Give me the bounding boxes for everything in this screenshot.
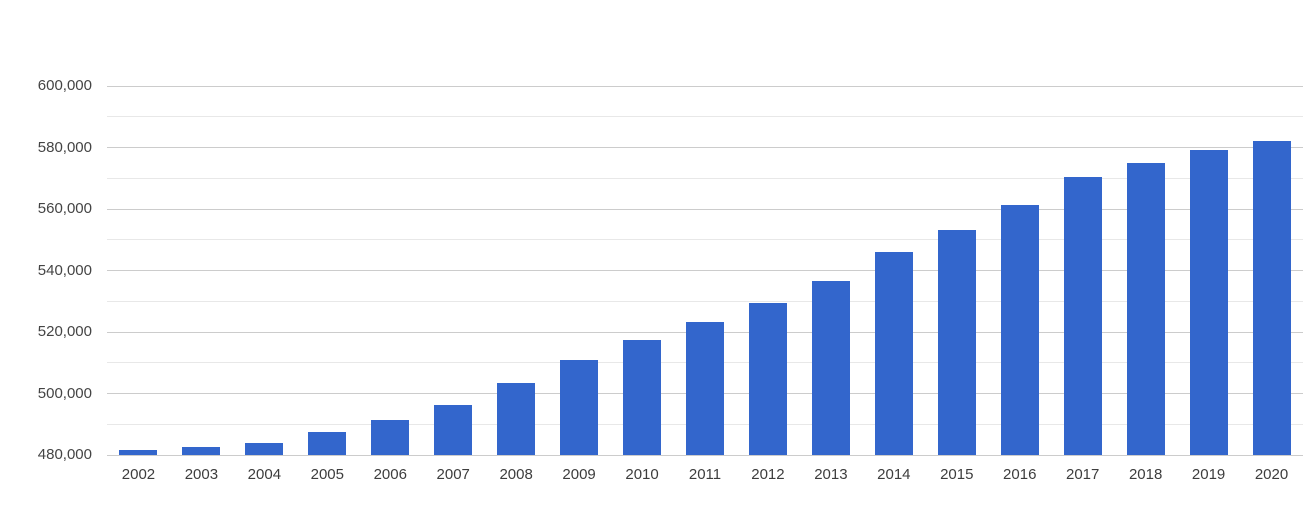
plot-area (107, 85, 1303, 456)
bar-2008[interactable] (497, 383, 536, 455)
y-axis-tick-label: 600,000 (37, 77, 92, 94)
bar-2012[interactable] (748, 303, 787, 455)
bar-2009[interactable] (560, 359, 599, 455)
x-axis-tick-label: 2010 (625, 466, 659, 483)
gridline-major (107, 147, 1303, 148)
x-axis-tick-label: 2002 (121, 466, 156, 483)
bar-2005[interactable] (308, 431, 347, 455)
bar-2015[interactable] (937, 229, 976, 455)
x-axis-tick-label: 2014 (877, 466, 911, 483)
gridline-minor (107, 239, 1303, 241)
gridline-major (107, 208, 1303, 210)
gridline-major (107, 270, 1303, 271)
x-axis-tick-label: 2017 (1065, 466, 1100, 483)
bar-2010[interactable] (623, 340, 662, 455)
bar-2016[interactable] (1000, 205, 1039, 455)
gridline-minor (107, 116, 1303, 118)
bar-2011[interactable] (686, 321, 724, 455)
x-axis-tick-label: 2020 (1254, 466, 1289, 483)
y-axis-tick-label: 480,000 (37, 446, 92, 463)
x-axis-tick-label: 2015 (940, 466, 974, 483)
x-axis-tick-label: 2008 (499, 466, 533, 483)
x-axis-tick-label: 2007 (436, 466, 470, 483)
gridline-minor (107, 177, 1303, 179)
x-axis-tick-label: 2006 (373, 466, 407, 483)
bar-2020[interactable] (1252, 140, 1291, 455)
x-axis-tick-label: 2013 (814, 466, 848, 483)
y-axis-tick-label: 580,000 (37, 138, 92, 156)
y-axis-tick-label: 540,000 (37, 261, 92, 279)
bar-2013[interactable] (811, 280, 850, 455)
bar-2007[interactable] (434, 405, 473, 455)
x-axis-tick-label: 2019 (1191, 466, 1226, 483)
x-axis-tick-label: 2004 (247, 466, 282, 483)
x-axis-tick-label: 2018 (1128, 466, 1163, 483)
y-axis-tick-label: 560,000 (37, 200, 92, 217)
bar-2004[interactable] (245, 442, 284, 455)
gridline-major (107, 85, 1303, 87)
bar-2003[interactable] (182, 447, 221, 455)
y-axis-tick-label: 520,000 (37, 323, 92, 340)
x-axis-tick-label: 2005 (310, 466, 344, 483)
bar-2014[interactable] (874, 252, 913, 455)
x-axis-tick-label: 2011 (688, 466, 722, 483)
gridline-major (107, 454, 1303, 456)
x-axis-tick-label: 2012 (751, 466, 785, 483)
x-axis-tick-label: 2009 (562, 466, 596, 483)
bar-2002[interactable] (119, 450, 158, 455)
bar-2017[interactable] (1063, 177, 1102, 455)
bar-2006[interactable] (371, 419, 410, 455)
bar-2018[interactable] (1126, 162, 1165, 455)
x-axis-tick-label: 2016 (1003, 466, 1037, 483)
bar-2019[interactable] (1189, 150, 1228, 455)
gridline-minor (107, 300, 1303, 302)
y-axis-tick-label: 500,000 (37, 384, 92, 402)
x-axis-tick-label: 2003 (184, 466, 219, 483)
